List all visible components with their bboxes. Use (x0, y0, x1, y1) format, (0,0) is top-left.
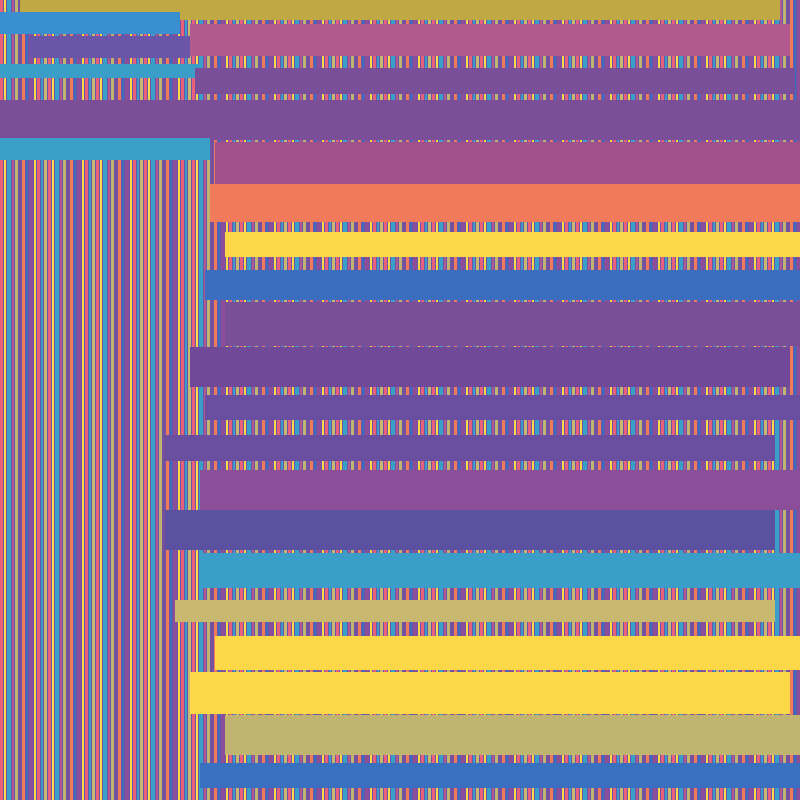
band (190, 672, 790, 714)
band (0, 64, 200, 78)
band (165, 510, 775, 550)
band (210, 184, 800, 222)
band (215, 636, 800, 670)
band (30, 36, 190, 58)
band (200, 763, 800, 788)
band (0, 100, 800, 140)
band (20, 0, 780, 20)
band (195, 68, 795, 94)
band (0, 138, 210, 160)
band (190, 24, 790, 56)
band (190, 347, 790, 387)
band (225, 232, 800, 257)
band (165, 435, 775, 461)
band (200, 470, 800, 510)
band (0, 12, 180, 34)
band (215, 142, 800, 184)
band (205, 395, 800, 420)
band (225, 302, 800, 346)
band (200, 553, 800, 588)
band (225, 715, 800, 755)
band (205, 270, 800, 300)
band (175, 600, 775, 622)
